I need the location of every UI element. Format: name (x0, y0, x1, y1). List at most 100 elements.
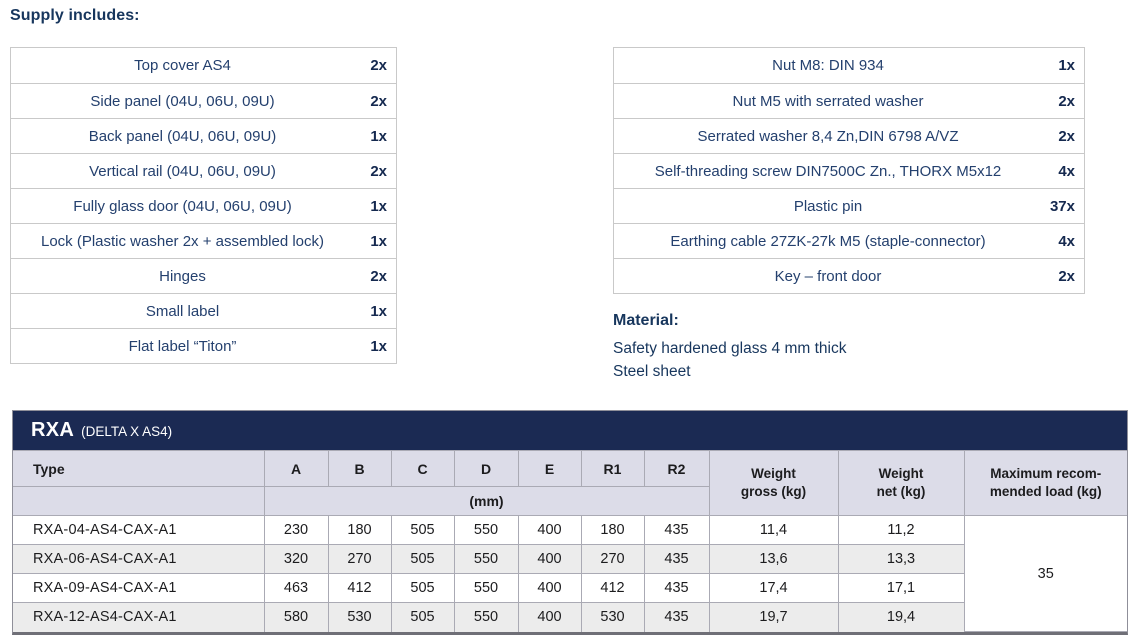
supply-row: Side panel (04U, 06U, 09U) 2x (11, 83, 396, 118)
supply-row: Hinges 2x (11, 258, 396, 293)
supply-item-label: Nut M8: DIN 934 (772, 57, 884, 74)
spec-type-cell: RXA-12-AS4-CAX-A1 (13, 602, 265, 632)
spec-dim-cell: 463 (263, 573, 329, 603)
supply-row: Earthing cable 27ZK-27k M5 (staple-conne… (614, 223, 1084, 258)
spec-dim-cell: 505 (390, 515, 455, 545)
spec-unit-row: (mm) (13, 486, 1127, 516)
spec-grid: Type A B C D E R1 R2 Weight gross (kg) W… (13, 450, 1127, 632)
supply-row: Serrated washer 8,4 Zn,DIN 6798 A/VZ 2x (614, 118, 1084, 153)
supply-item-label: Side panel (04U, 06U, 09U) (90, 92, 275, 110)
spec-dim-cell: 400 (517, 515, 582, 545)
spec-dim-cell: 505 (390, 602, 455, 632)
supply-item-qty: 4x (1058, 232, 1075, 250)
supply-row: Plastic pin 37x (614, 188, 1084, 223)
supply-item-qty: 4x (1058, 162, 1075, 180)
supply-item-qty: 2x (370, 92, 387, 110)
spec-weight-net-cell: 11,2 (837, 515, 965, 545)
col-header-weight-net: Weight net (kg) (837, 450, 965, 516)
supply-row: Flat label “Titon” 1x (11, 328, 396, 363)
supply-item-label: Flat label “Titon” (128, 337, 237, 355)
spec-dim-cell: 270 (580, 544, 645, 574)
supply-item-qty: 1x (370, 197, 387, 215)
supply-row: Self-threading screw DIN7500C Zn., THORX… (614, 153, 1084, 188)
spec-dim-cell: 530 (580, 602, 645, 632)
supply-item-qty: 37x (1049, 197, 1075, 215)
spec-dim-cell: 550 (453, 602, 519, 632)
spec-dim-cell: 550 (453, 515, 519, 545)
supply-includes-heading: Supply includes: (10, 7, 140, 24)
supply-item-qty: 1x (370, 337, 387, 355)
supply-item-label: Serrated washer 8,4 Zn,DIN 6798 A/VZ (697, 127, 959, 145)
spec-dim-cell: 435 (643, 602, 710, 632)
supply-item-label: Plastic pin (793, 197, 863, 215)
spec-max-load-cell: 35 (963, 515, 1127, 632)
supply-item-qty: 1x (370, 302, 387, 320)
supply-item-qty: 2x (370, 57, 387, 74)
supply-item-label: Back panel (04U, 06U, 09U) (88, 127, 277, 145)
spec-header-row: Type A B C D E R1 R2 Weight gross (kg) W… (13, 450, 1127, 516)
spec-dim-cell: 435 (643, 515, 710, 545)
spec-title-bar: RXA (DELTA X AS4) (13, 411, 1127, 450)
supply-row: Small label 1x (11, 293, 396, 328)
supply-row: Vertical rail (04U, 06U, 09U) 2x (11, 153, 396, 188)
col-header-e: E (517, 450, 582, 487)
spec-weight-net-cell: 19,4 (837, 602, 964, 632)
spec-weight-gross-cell: 19,7 (708, 602, 839, 632)
supply-item-qty: 1x (370, 127, 387, 145)
spec-type-cell: RXA-09-AS4-CAX-A1 (13, 573, 265, 603)
material-heading: Material: (613, 312, 679, 329)
supply-item-qty: 2x (1058, 92, 1075, 110)
supply-row: Lock (Plastic washer 2x + assembled lock… (11, 223, 396, 258)
spec-dim-cell: 412 (580, 573, 645, 603)
supply-item-label: Hinges (159, 267, 206, 285)
col-header-c: C (390, 450, 455, 487)
spec-dim-cell: 435 (643, 573, 710, 603)
supply-row: Top cover AS4 2x (11, 48, 396, 83)
col-header-r2: R2 (643, 450, 710, 487)
spec-dim-cell: 320 (263, 544, 329, 574)
spec-dim-cell: 230 (263, 515, 329, 545)
spec-dim-cell: 270 (327, 544, 392, 574)
spec-dim-cell: 505 (390, 544, 455, 574)
spec-dim-cell: 412 (327, 573, 392, 603)
unit-row-mm-label: (mm) (263, 486, 709, 516)
spec-dim-cell: 400 (517, 573, 582, 603)
spec-dim-cell: 580 (263, 602, 329, 632)
material-line: Safety hardened glass 4 mm thick (613, 340, 847, 357)
supply-item-label: Lock (Plastic washer 2x + assembled lock… (40, 232, 325, 250)
supply-item-label: Nut M5 with serrated washer (732, 92, 924, 110)
spec-data-row: RXA-09-AS4-CAX-A1 463 412 505 550 400 41… (13, 573, 1127, 603)
col-header-a: A (263, 450, 329, 487)
spec-weight-net-cell: 13,3 (837, 544, 964, 574)
material-line: Steel sheet (613, 363, 691, 380)
spec-data-row: RXA-04-AS4-CAX-A1 230 180 505 550 400 18… (13, 515, 1127, 632)
spec-weight-gross-cell: 17,4 (708, 573, 839, 603)
supply-item-qty: 1x (370, 232, 387, 250)
spec-dim-cell: 550 (453, 573, 519, 603)
supply-table-left: Top cover AS4 2x Side panel (04U, 06U, 0… (10, 47, 397, 364)
col-header-d: D (453, 450, 519, 487)
material-section: Material: Safety hardened glass 4 mm thi… (613, 312, 846, 383)
spec-weight-net-cell: 17,1 (837, 573, 964, 603)
spec-data-row: RXA-12-AS4-CAX-A1 580 530 505 550 400 53… (13, 602, 1127, 632)
supply-item-qty: 2x (370, 162, 387, 180)
supply-item-qty: 2x (370, 267, 387, 285)
spec-series-subtitle: (DELTA X AS4) (81, 424, 173, 439)
col-header-r1: R1 (580, 450, 645, 487)
supply-item-label: Key – front door (774, 267, 882, 285)
supply-item-label: Fully glass door (04U, 06U, 09U) (73, 197, 292, 215)
supply-item-label: Earthing cable 27ZK-27k M5 (staple-conne… (670, 232, 986, 250)
spec-dim-cell: 530 (327, 602, 392, 632)
supply-item-label: Small label (145, 302, 220, 320)
col-header-weight-gross: Weight gross (kg) (708, 450, 839, 516)
supply-row: Nut M5 with serrated washer 2x (614, 83, 1084, 118)
spec-dim-cell: 550 (453, 544, 519, 574)
spec-table-section: RXA (DELTA X AS4) Type A B C D E R1 (12, 410, 1128, 635)
col-header-max-load: Maximum recom- mended load (kg) (963, 450, 1127, 516)
spec-dim-cell: 400 (517, 544, 582, 574)
supply-item-label: Self-threading screw DIN7500C Zn., THORX… (654, 162, 1002, 180)
supply-row: Back panel (04U, 06U, 09U) 1x (11, 118, 396, 153)
supply-item-label: Vertical rail (04U, 06U, 09U) (89, 162, 276, 180)
spec-weight-gross-cell: 11,4 (708, 515, 839, 545)
